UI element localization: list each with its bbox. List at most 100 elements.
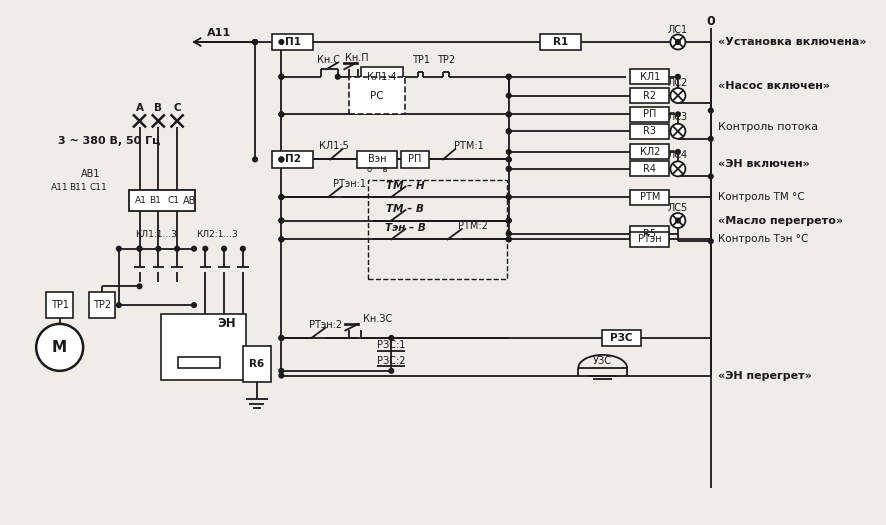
Text: А: А [136,103,144,113]
Circle shape [670,88,685,103]
Circle shape [506,75,510,79]
Bar [629,107,669,122]
Text: R6: R6 [249,359,264,369]
Bar [272,151,313,168]
Text: КЛ1:5: КЛ1:5 [319,141,348,151]
Circle shape [506,232,510,236]
Text: РТэн: РТэн [637,234,661,244]
Text: В11: В11 [69,183,87,192]
Circle shape [279,237,284,242]
Circle shape [506,75,510,79]
Text: TМ – В: TМ – В [386,204,424,214]
Circle shape [506,129,510,133]
Bar [629,226,669,241]
Text: ЛС3: ЛС3 [667,112,688,122]
Text: С1: С1 [167,196,179,205]
Bar [629,144,669,160]
Text: В: В [154,103,162,113]
Circle shape [279,75,284,79]
Text: А1: А1 [135,196,146,205]
Bar [629,69,669,85]
Circle shape [279,369,284,373]
Circle shape [675,75,680,79]
Bar [161,314,245,380]
Text: Tэн – В: Tэн – В [385,223,425,233]
Circle shape [389,369,393,373]
Bar [629,124,669,139]
Circle shape [506,157,510,162]
Text: R2: R2 [642,90,656,101]
Text: С11: С11 [89,183,107,192]
Text: ТР2: ТР2 [436,55,455,65]
Circle shape [389,335,393,340]
Bar [349,77,405,114]
Circle shape [506,93,510,98]
Circle shape [708,174,712,178]
Circle shape [506,218,510,223]
Text: ЛС1: ЛС1 [667,25,688,35]
Circle shape [670,35,685,49]
Text: «ЭН включен»: «ЭН включен» [718,159,809,169]
Circle shape [708,136,712,141]
Circle shape [506,129,510,133]
Circle shape [156,246,160,251]
Circle shape [708,239,712,244]
Circle shape [279,112,284,117]
Bar [243,346,271,382]
Circle shape [279,112,284,117]
Text: Кн.С: Кн.С [316,55,339,65]
Text: о    в: о в [367,165,387,174]
Text: Контроль Tэн °С: Контроль Tэн °С [718,234,808,244]
Text: R5: R5 [642,229,656,239]
Text: РЗС:1: РЗС:1 [377,341,405,351]
Text: ЛС2: ЛС2 [667,78,688,88]
Text: R1: R1 [552,37,567,47]
Circle shape [506,218,510,223]
Text: А11: А11 [207,28,231,38]
Circle shape [670,124,685,139]
Text: ЛС4: ЛС4 [667,150,688,160]
Circle shape [506,195,510,200]
Text: «Установка включена»: «Установка включена» [718,37,866,47]
Bar [361,67,402,86]
Text: 0: 0 [705,15,714,28]
Circle shape [137,246,142,251]
Text: А11: А11 [51,183,68,192]
Bar [368,180,506,279]
Bar [629,190,669,205]
Text: ТР2: ТР2 [93,300,111,310]
Bar [272,34,313,50]
Circle shape [222,246,226,251]
Circle shape [279,218,284,223]
Text: РТМ:1: РТМ:1 [454,141,484,151]
Text: РЗС: РЗС [610,333,632,343]
Text: Контроль TМ °С: Контроль TМ °С [718,192,804,202]
Text: TМ – Н: TМ – Н [385,181,424,191]
Bar [601,330,641,346]
Text: Контроль потока: Контроль потока [718,122,818,132]
Bar [540,34,580,50]
Text: ТР1: ТР1 [412,55,430,65]
Circle shape [175,246,179,251]
Circle shape [137,246,142,251]
Circle shape [670,161,685,176]
Bar [89,292,115,318]
Text: ЛС5: ЛС5 [667,203,688,213]
Circle shape [506,157,510,162]
Text: Вэн: Вэн [368,154,386,164]
Text: КЛ1:1...3: КЛ1:1...3 [136,230,177,239]
Text: П1: П1 [284,37,300,47]
Circle shape [279,218,284,223]
Text: 3 ~ 380 В, 50 Гц: 3 ~ 380 В, 50 Гц [58,135,160,145]
Circle shape [675,218,680,223]
Circle shape [116,303,121,308]
Circle shape [116,246,121,251]
Circle shape [279,195,284,200]
Text: РТэн:2: РТэн:2 [308,320,342,330]
Text: Кн.ЗС: Кн.ЗС [362,314,392,324]
Circle shape [675,112,680,117]
Text: «Масло перегрето»: «Масло перегрето» [718,216,843,226]
Bar [629,232,669,247]
Circle shape [708,108,712,113]
Circle shape [253,40,257,44]
